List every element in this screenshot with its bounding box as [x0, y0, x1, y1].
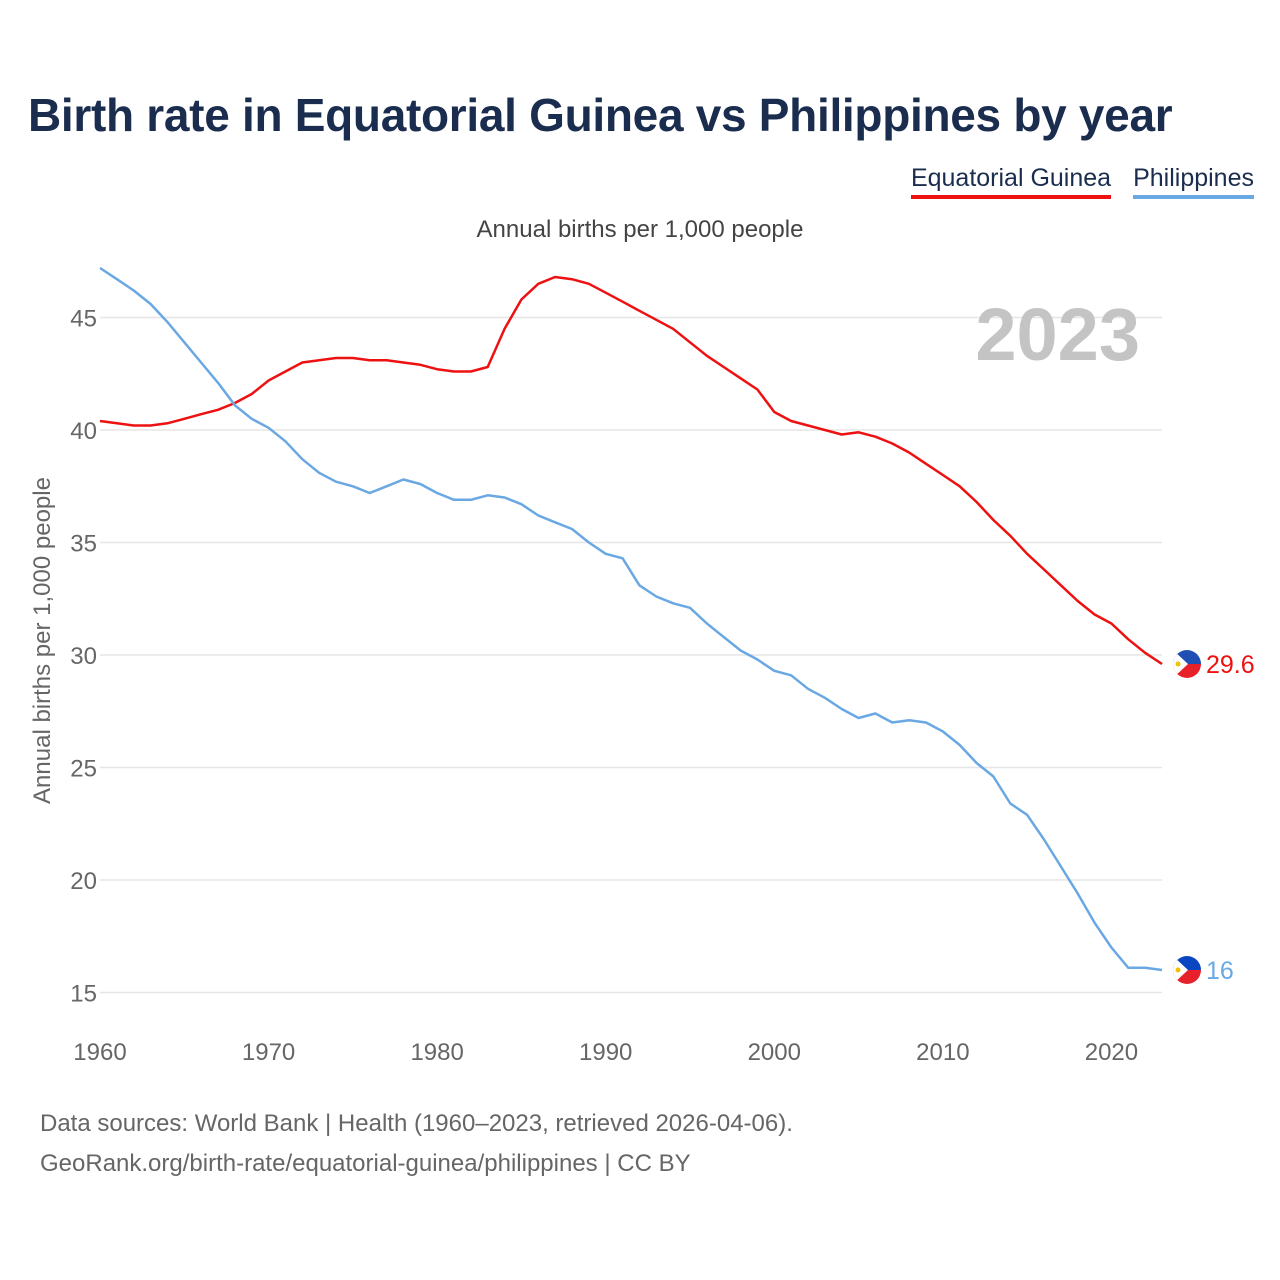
x-tick-label: 1960	[73, 1039, 126, 1066]
x-tick-label: 2010	[916, 1039, 969, 1066]
y-tick-label: 35	[70, 531, 97, 558]
y-tick-label: 25	[70, 756, 97, 783]
chart-subtitle: Annual births per 1,000 people	[476, 216, 804, 243]
y-tick-label: 20	[70, 868, 97, 895]
flag-icon-equatorial-guinea	[1173, 650, 1201, 678]
x-tick-label: 1970	[242, 1039, 295, 1066]
y-tick-label: 30	[70, 643, 97, 670]
series-line-philippines	[99, 266, 1163, 972]
data-sources: Data sources: World Bank | Health (1960–…	[40, 1110, 793, 1137]
footer: Data sources: World Bank | Health (1960–…	[40, 1104, 793, 1184]
year-label: 2023	[975, 293, 1140, 376]
series-line-equatorial-guinea	[99, 275, 1163, 666]
chart-title: Birth rate in Equatorial Guinea vs Phili…	[28, 89, 1173, 141]
y-tick-label: 40	[70, 418, 97, 445]
legend-item-philippines[interactable]: Philippines	[1133, 164, 1254, 199]
x-tick-label: 1980	[410, 1039, 463, 1066]
flag-icon-philippines	[1173, 956, 1201, 984]
y-tick-label: 15	[70, 981, 97, 1008]
x-tick-label: 2000	[748, 1039, 801, 1066]
y-axis-title: Annual births per 1,000 people	[29, 477, 56, 804]
y-tick-label: 45	[70, 306, 97, 333]
legend-item-equatorial-guinea[interactable]: Equatorial Guinea	[910, 164, 1112, 199]
x-tick-label: 1990	[579, 1039, 632, 1066]
end-value-label-philippines: 16	[1206, 957, 1234, 985]
end-value-label-equatorial-guinea: 29.6	[1206, 651, 1255, 679]
x-tick-label: 2020	[1085, 1039, 1138, 1066]
source-link[interactable]: GeoRank.org/birth-rate/equatorial-guinea…	[40, 1150, 691, 1177]
legend: Equatorial Guinea Philippines	[910, 164, 1254, 199]
